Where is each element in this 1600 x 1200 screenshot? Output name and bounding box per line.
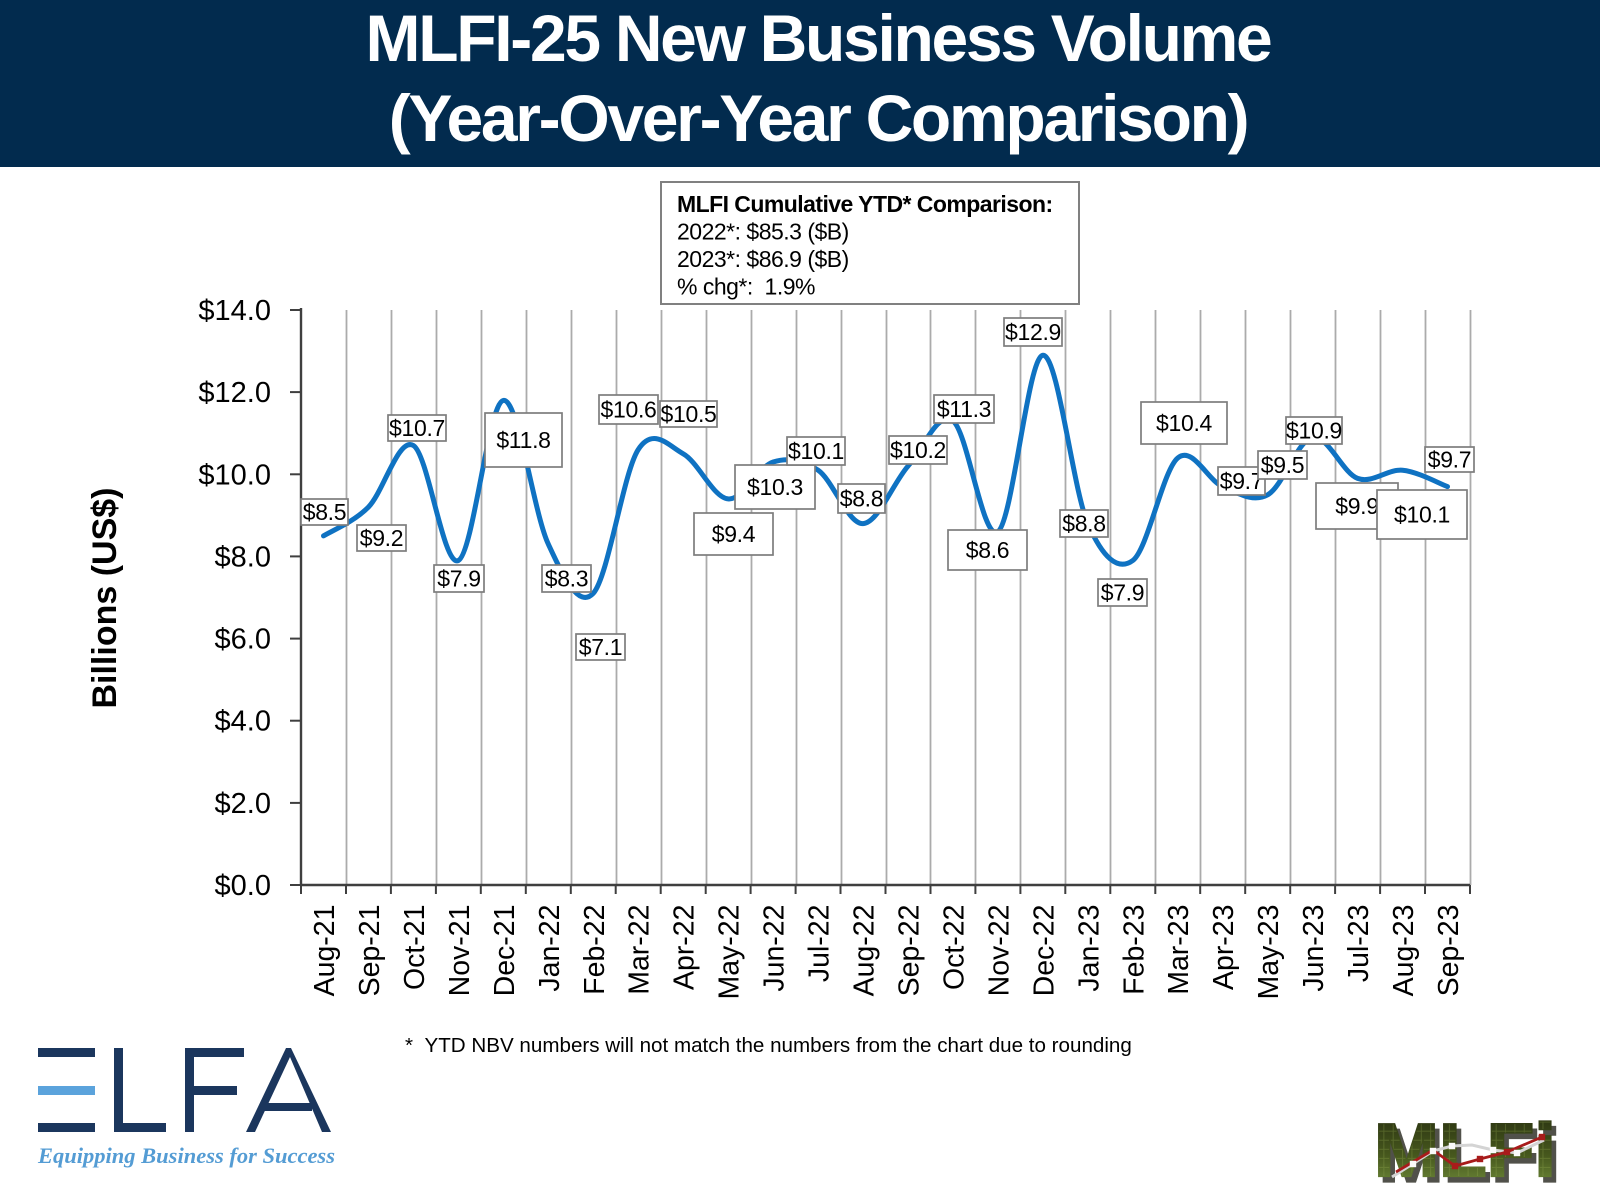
svg-text:Sep-22: Sep-22: [894, 905, 926, 997]
svg-text:$7.9: $7.9: [437, 566, 481, 592]
svg-text:$9.7: $9.7: [1220, 468, 1264, 494]
svg-text:% chg*: 1.9%: % chg*: 1.9%: [677, 274, 815, 300]
svg-text:$9.5: $9.5: [1261, 452, 1305, 478]
svg-text:Nov-21: Nov-21: [444, 905, 476, 997]
svg-text:Sep-21: Sep-21: [354, 905, 386, 997]
svg-text:$12.9: $12.9: [1005, 319, 1061, 345]
svg-text:Aug-22: Aug-22: [849, 905, 881, 997]
svg-text:Jun-23: Jun-23: [1298, 905, 1330, 992]
svg-text:Aug-23: Aug-23: [1388, 905, 1420, 997]
svg-text:Billions (US$): Billions (US$): [86, 487, 124, 708]
svg-text:$10.7: $10.7: [389, 415, 445, 441]
svg-text:$8.5: $8.5: [303, 499, 347, 525]
svg-text:$11.3: $11.3: [937, 396, 991, 422]
svg-text:$9.9: $9.9: [1335, 493, 1379, 519]
svg-text:$9.7: $9.7: [1428, 447, 1472, 473]
svg-text:$10.3: $10.3: [747, 474, 803, 500]
svg-text:$7.1: $7.1: [579, 634, 623, 660]
svg-text:Nov-22: Nov-22: [983, 905, 1015, 997]
svg-text:Jul-23: Jul-23: [1343, 905, 1375, 983]
svg-text:Jan-22: Jan-22: [534, 905, 566, 992]
svg-text:$14.0: $14.0: [198, 295, 271, 327]
svg-text:Feb-22: Feb-22: [579, 905, 611, 995]
svg-text:Jan-23: Jan-23: [1073, 905, 1105, 992]
svg-text:2022*: $85.3 ($B): 2022*: $85.3 ($B): [677, 219, 849, 245]
svg-text:Aug-21: Aug-21: [309, 905, 341, 997]
svg-text:$8.6: $8.6: [966, 537, 1010, 563]
svg-text:Jul-22: Jul-22: [804, 905, 836, 983]
svg-text:MLFi: MLFi: [1374, 1109, 1556, 1193]
svg-text:Mar-22: Mar-22: [624, 905, 656, 995]
svg-text:$10.9: $10.9: [1286, 418, 1342, 444]
svg-text:$12.0: $12.0: [198, 377, 271, 409]
svg-text:Dec-21: Dec-21: [489, 905, 521, 997]
svg-text:$10.0: $10.0: [198, 459, 271, 491]
svg-text:$2.0: $2.0: [215, 788, 271, 820]
svg-text:May-23: May-23: [1253, 905, 1285, 1000]
svg-text:Oct-22: Oct-22: [938, 905, 970, 991]
svg-text:$11.8: $11.8: [496, 427, 550, 453]
svg-text:$0.0: $0.0: [215, 870, 271, 902]
svg-text:$6.0: $6.0: [215, 624, 271, 656]
svg-text:Equipping Business for Success: Equipping Business for Success: [37, 1143, 335, 1168]
svg-text:MLFi: MLFi: [1379, 1114, 1561, 1198]
svg-text:$9.4: $9.4: [712, 521, 756, 547]
svg-text:Oct-21: Oct-21: [399, 905, 431, 991]
svg-text:$10.2: $10.2: [890, 437, 946, 463]
svg-text:* YTD NBV numbers will not ma: * YTD NBV numbers will not match the num…: [405, 1034, 1132, 1057]
svg-text:May-22: May-22: [714, 905, 746, 1000]
svg-text:$8.0: $8.0: [215, 541, 271, 573]
svg-text:$10.4: $10.4: [1156, 410, 1213, 436]
svg-text:$8.8: $8.8: [840, 486, 884, 512]
svg-text:$4.0: $4.0: [215, 706, 271, 738]
svg-text:$9.2: $9.2: [360, 525, 404, 551]
svg-text:$8.3: $8.3: [545, 566, 589, 592]
svg-text:Apr-22: Apr-22: [669, 905, 701, 991]
svg-text:$7.9: $7.9: [1101, 580, 1145, 606]
svg-text:Apr-23: Apr-23: [1208, 905, 1240, 991]
svg-text:MLFI Cumulative YTD* Compariso: MLFI Cumulative YTD* Comparison:: [677, 191, 1053, 217]
svg-text:Sep-23: Sep-23: [1433, 905, 1465, 997]
svg-text:$10.5: $10.5: [660, 401, 716, 427]
svg-text:Dec-22: Dec-22: [1028, 905, 1060, 997]
svg-text:2023*: $86.9 ($B): 2023*: $86.9 ($B): [677, 246, 849, 272]
svg-text:$10.6: $10.6: [600, 397, 656, 423]
svg-text:MLFi: MLFi: [1374, 1109, 1556, 1193]
svg-text:Jun-22: Jun-22: [759, 905, 791, 992]
svg-text:$10.1: $10.1: [1394, 502, 1450, 528]
svg-text:$8.8: $8.8: [1062, 511, 1106, 537]
svg-text:Mar-23: Mar-23: [1163, 905, 1195, 995]
svg-text:Feb-23: Feb-23: [1118, 905, 1150, 995]
svg-text:$10.1: $10.1: [788, 438, 844, 464]
